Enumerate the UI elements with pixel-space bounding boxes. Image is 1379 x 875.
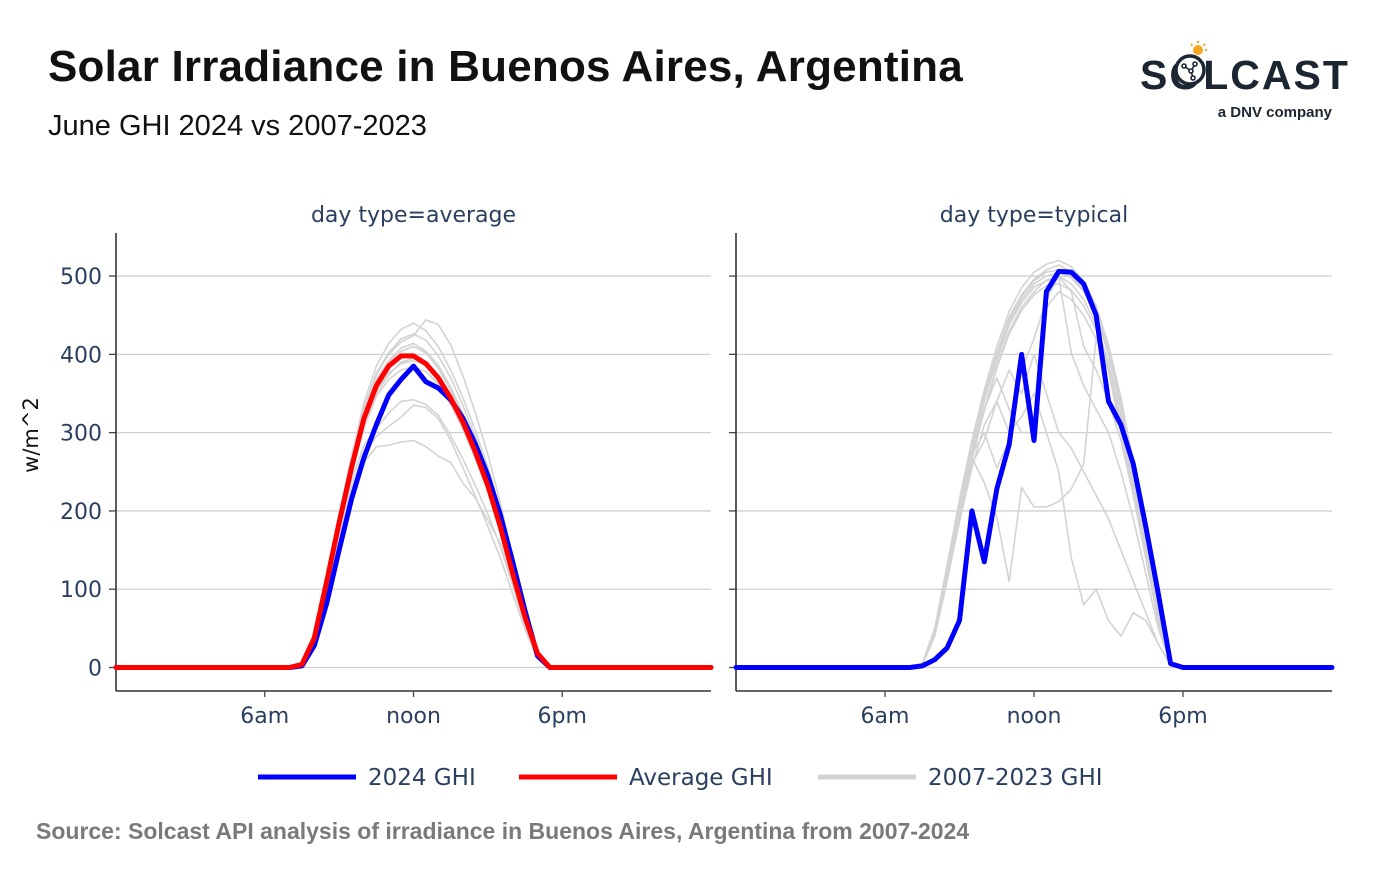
historical-series-line xyxy=(736,269,1332,669)
sun-network-icon xyxy=(1174,41,1207,86)
historical-series-line xyxy=(116,319,711,669)
historical-series-line xyxy=(736,275,1332,669)
page-subtitle: June GHI 2024 vs 2007-2023 xyxy=(48,110,427,142)
y-axis-label: w/m^2 xyxy=(19,397,43,473)
panel-title: day type=average xyxy=(311,203,516,228)
historical-series-line xyxy=(116,333,711,669)
historical-series-line xyxy=(736,337,1332,669)
panel-typical: day type=typical 6am noon 6pm xyxy=(729,203,1335,729)
x-tick-label: 6pm xyxy=(1158,704,1207,729)
legend-label: 2007-2023 GHI xyxy=(928,765,1103,791)
historical-series-line xyxy=(116,322,711,669)
solcast-logo: SOLCAST a DNV company xyxy=(1138,41,1348,126)
historical-series-line xyxy=(116,366,711,669)
historical-series-line xyxy=(736,271,1332,669)
page-title: Solar Irradiance in Buenos Aires, Argent… xyxy=(48,42,963,91)
y-tick-label: 500 xyxy=(60,265,102,290)
historical-series-line xyxy=(736,275,1332,669)
historical-series-line xyxy=(116,359,711,669)
series-line-2024 xyxy=(733,268,1335,670)
legend-label: 2024 GHI xyxy=(368,765,476,791)
logo-tagline: a DNV company xyxy=(1217,104,1332,121)
historical-series-line xyxy=(736,264,1332,669)
historical-series-line xyxy=(116,439,711,669)
historical-series-line xyxy=(736,283,1332,669)
panel-title: day type=typical xyxy=(940,203,1128,228)
x-tick-label: 6pm xyxy=(538,704,587,729)
x-tick-label: 6am xyxy=(240,704,289,729)
y-tick-label: 200 xyxy=(60,500,102,525)
y-tick-label: 0 xyxy=(88,657,102,682)
y-tick-label: 100 xyxy=(60,578,102,603)
series-line-average xyxy=(113,353,714,670)
historical-series-line xyxy=(116,404,711,669)
series-line-2024 xyxy=(113,363,714,670)
x-tick-label: noon xyxy=(386,704,441,729)
historical-series-line xyxy=(736,259,1332,669)
logo-brand-text: SOLCAST xyxy=(1140,52,1350,98)
historical-series-line xyxy=(736,290,1332,669)
x-tick-label: 6am xyxy=(861,704,910,729)
legend: 2024 GHI Average GHI 2007-2023 GHI xyxy=(258,765,1103,791)
source-note: Source: Solcast API analysis of irradian… xyxy=(36,818,970,844)
historical-series-line xyxy=(116,345,711,669)
y-tick-label: 300 xyxy=(60,422,102,447)
x-tick-label: noon xyxy=(1007,704,1062,729)
y-tick-label: 400 xyxy=(60,343,102,368)
legend-label: Average GHI xyxy=(629,765,773,791)
historical-series-line xyxy=(116,342,711,669)
panel-average: day type=average 0 100 200 300 400 500 6am noon 6… xyxy=(60,203,714,729)
